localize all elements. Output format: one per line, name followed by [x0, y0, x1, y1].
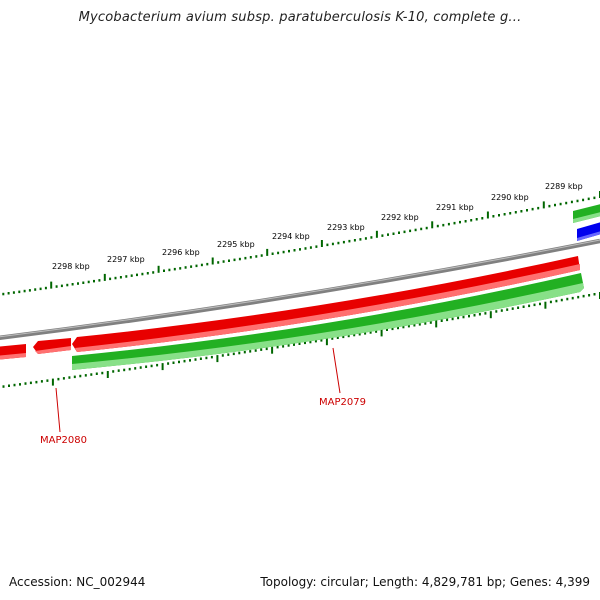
- tick-label-2293: 2293 kbp: [327, 223, 365, 232]
- tick-label-2289: 2289 kbp: [545, 182, 583, 191]
- gene-MAP2079-shade: [72, 283, 584, 370]
- gene-label-MAP2080[interactable]: MAP2080: [40, 435, 87, 446]
- gene-blue-partial-shade: [577, 231, 600, 241]
- map-title: Mycobacterium avium subsp. paratuberculo…: [78, 10, 522, 25]
- genome-backbone: [0, 238, 600, 341]
- tick-labels: 2289 kbp 2290 kbp 2291 kbp 2292 kbp 2293…: [52, 182, 583, 271]
- label-leader-MAP2080: [55, 387, 61, 433]
- gene-MAP2080-shade: [35, 346, 71, 354]
- tick-label-2296: 2296 kbp: [162, 248, 200, 257]
- tick-track-outer: [2, 191, 600, 296]
- gene-reverse-partial-right-shade: [573, 212, 600, 223]
- gene-label-MAP2079[interactable]: MAP2079: [319, 397, 366, 408]
- genome-stats-text: Topology: circular; Length: 4,829,781 bp…: [260, 575, 590, 589]
- tick-label-2294: 2294 kbp: [272, 232, 310, 241]
- tick-label-2295: 2295 kbp: [217, 240, 255, 249]
- tick-label-2297: 2297 kbp: [107, 255, 145, 264]
- gene-forward-large-shade: [75, 264, 580, 352]
- tick-label-2298: 2298 kbp: [52, 262, 90, 271]
- tick-label-2292: 2292 kbp: [381, 213, 419, 222]
- tick-label-2290: 2290 kbp: [491, 193, 529, 202]
- genome-backbone-highlight: [0, 239, 600, 338]
- label-leader-MAP2079: [332, 347, 341, 394]
- gene-forward-partial-left-shade: [0, 353, 26, 360]
- accession-text: Accession: NC_002944: [9, 575, 146, 589]
- tick-label-2291: 2291 kbp: [436, 203, 474, 212]
- gene-forward-large[interactable]: [72, 256, 580, 352]
- gene-MAP2079[interactable]: [72, 273, 584, 370]
